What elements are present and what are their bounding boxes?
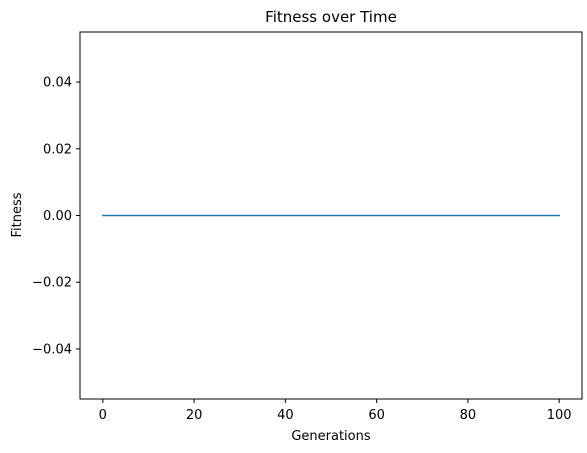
y-tick-label: 0.04 <box>43 76 72 91</box>
x-tick-label: 80 <box>460 408 477 423</box>
y-tick-label: 0.02 <box>43 142 72 157</box>
y-axis-ticks: 0.04 0.02 0.00 −0.02 −0.04 <box>32 76 80 357</box>
x-tick-label: 40 <box>277 408 294 423</box>
x-tick-label: 20 <box>186 408 203 423</box>
y-tick-label: −0.02 <box>32 276 72 291</box>
y-tick-label: 0.00 <box>43 209 72 224</box>
x-tick-label: 0 <box>99 408 107 423</box>
y-tick-label: −0.04 <box>32 342 72 357</box>
x-axis-label: Generations <box>291 429 371 444</box>
x-axis-ticks: 0 20 40 60 80 100 <box>99 399 572 423</box>
y-axis-label: Fitness <box>10 192 25 237</box>
chart-title: Fitness over Time <box>265 8 397 26</box>
x-tick-label: 100 <box>547 408 572 423</box>
x-tick-label: 60 <box>368 408 385 423</box>
